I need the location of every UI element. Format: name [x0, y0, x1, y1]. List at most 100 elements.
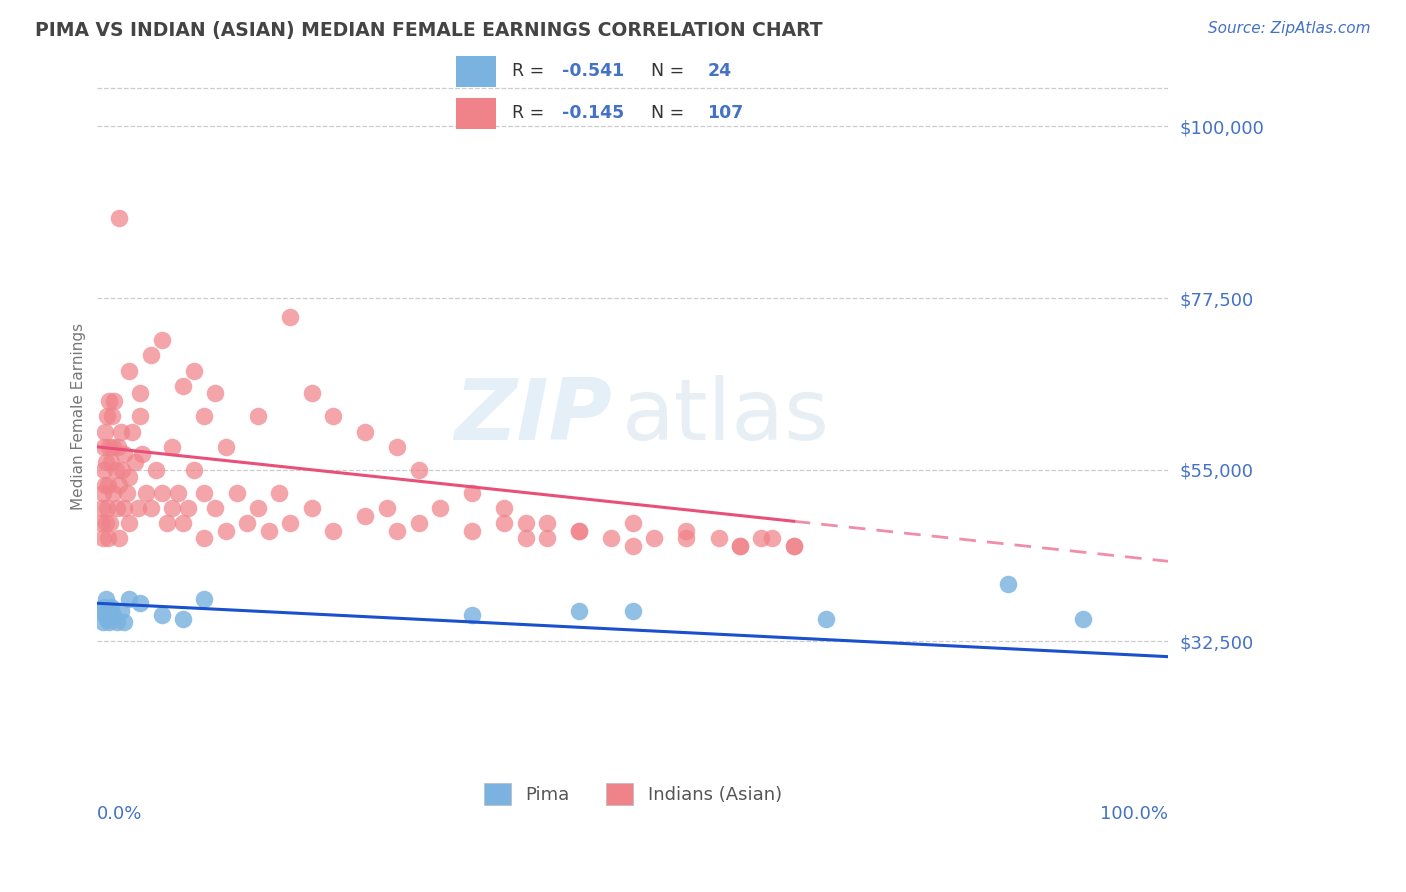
- Point: [782, 539, 804, 553]
- Point: [156, 516, 179, 530]
- Point: [98, 516, 121, 530]
- Point: [129, 596, 152, 610]
- Point: [96, 611, 118, 625]
- Point: [96, 409, 118, 424]
- Point: [90, 516, 112, 530]
- Point: [150, 485, 173, 500]
- Point: [90, 604, 112, 618]
- Point: [110, 425, 132, 439]
- Point: [97, 478, 120, 492]
- Point: [814, 611, 837, 625]
- Point: [354, 425, 377, 439]
- Point: [301, 386, 323, 401]
- Point: [121, 425, 143, 439]
- Point: [124, 455, 146, 469]
- Point: [118, 592, 141, 607]
- Point: [494, 500, 516, 515]
- Text: N =: N =: [651, 62, 690, 79]
- Point: [98, 394, 121, 409]
- Text: atlas: atlas: [623, 375, 830, 458]
- Point: [728, 539, 751, 553]
- Point: [150, 607, 173, 622]
- Point: [204, 500, 226, 515]
- Point: [162, 440, 184, 454]
- Point: [166, 485, 188, 500]
- Point: [96, 500, 118, 515]
- Point: [322, 409, 344, 424]
- Point: [90, 500, 112, 515]
- Point: [107, 211, 129, 225]
- Point: [150, 333, 173, 347]
- Point: [515, 516, 537, 530]
- Point: [172, 379, 194, 393]
- Point: [215, 524, 238, 538]
- Point: [997, 577, 1019, 591]
- Point: [129, 409, 152, 424]
- Point: [728, 539, 751, 553]
- Text: 107: 107: [707, 104, 744, 122]
- Point: [101, 409, 124, 424]
- Text: ZIP: ZIP: [454, 375, 612, 458]
- Point: [387, 440, 409, 454]
- Point: [408, 516, 430, 530]
- Point: [278, 310, 301, 325]
- Point: [643, 532, 665, 546]
- Point: [1071, 611, 1094, 625]
- Text: 0.0%: 0.0%: [97, 805, 143, 823]
- Point: [94, 455, 117, 469]
- Text: Source: ZipAtlas.com: Source: ZipAtlas.com: [1208, 21, 1371, 36]
- Point: [782, 539, 804, 553]
- Point: [536, 532, 558, 546]
- Point: [131, 448, 153, 462]
- Point: [247, 409, 270, 424]
- Point: [100, 600, 122, 615]
- Point: [225, 485, 247, 500]
- Text: 100.0%: 100.0%: [1101, 805, 1168, 823]
- Point: [278, 516, 301, 530]
- Text: R =: R =: [512, 62, 550, 79]
- Point: [112, 448, 135, 462]
- Text: R =: R =: [512, 104, 550, 122]
- Point: [118, 516, 141, 530]
- Point: [536, 516, 558, 530]
- Point: [117, 485, 139, 500]
- Point: [515, 532, 537, 546]
- Point: [94, 425, 117, 439]
- Point: [112, 500, 135, 515]
- Point: [93, 600, 115, 615]
- Point: [494, 516, 516, 530]
- Point: [269, 485, 291, 500]
- Point: [675, 524, 697, 538]
- Point: [103, 485, 125, 500]
- Point: [301, 500, 323, 515]
- Point: [107, 440, 129, 454]
- Point: [387, 524, 409, 538]
- Text: N =: N =: [651, 104, 690, 122]
- Point: [91, 485, 114, 500]
- Point: [103, 607, 125, 622]
- Point: [94, 516, 117, 530]
- Point: [103, 394, 125, 409]
- Point: [118, 363, 141, 377]
- Point: [322, 524, 344, 538]
- Point: [97, 604, 120, 618]
- Point: [461, 524, 484, 538]
- Point: [461, 607, 484, 622]
- Point: [94, 478, 117, 492]
- Point: [93, 440, 115, 454]
- Point: [139, 348, 162, 362]
- Point: [172, 516, 194, 530]
- Point: [135, 485, 157, 500]
- Text: -0.145: -0.145: [562, 104, 624, 122]
- Point: [183, 463, 205, 477]
- Point: [145, 463, 167, 477]
- Point: [118, 470, 141, 484]
- Point: [100, 455, 122, 469]
- Point: [127, 500, 149, 515]
- Point: [94, 607, 117, 622]
- Point: [107, 532, 129, 546]
- Point: [98, 440, 121, 454]
- Point: [761, 532, 783, 546]
- Text: -0.541: -0.541: [562, 62, 624, 79]
- Point: [183, 363, 205, 377]
